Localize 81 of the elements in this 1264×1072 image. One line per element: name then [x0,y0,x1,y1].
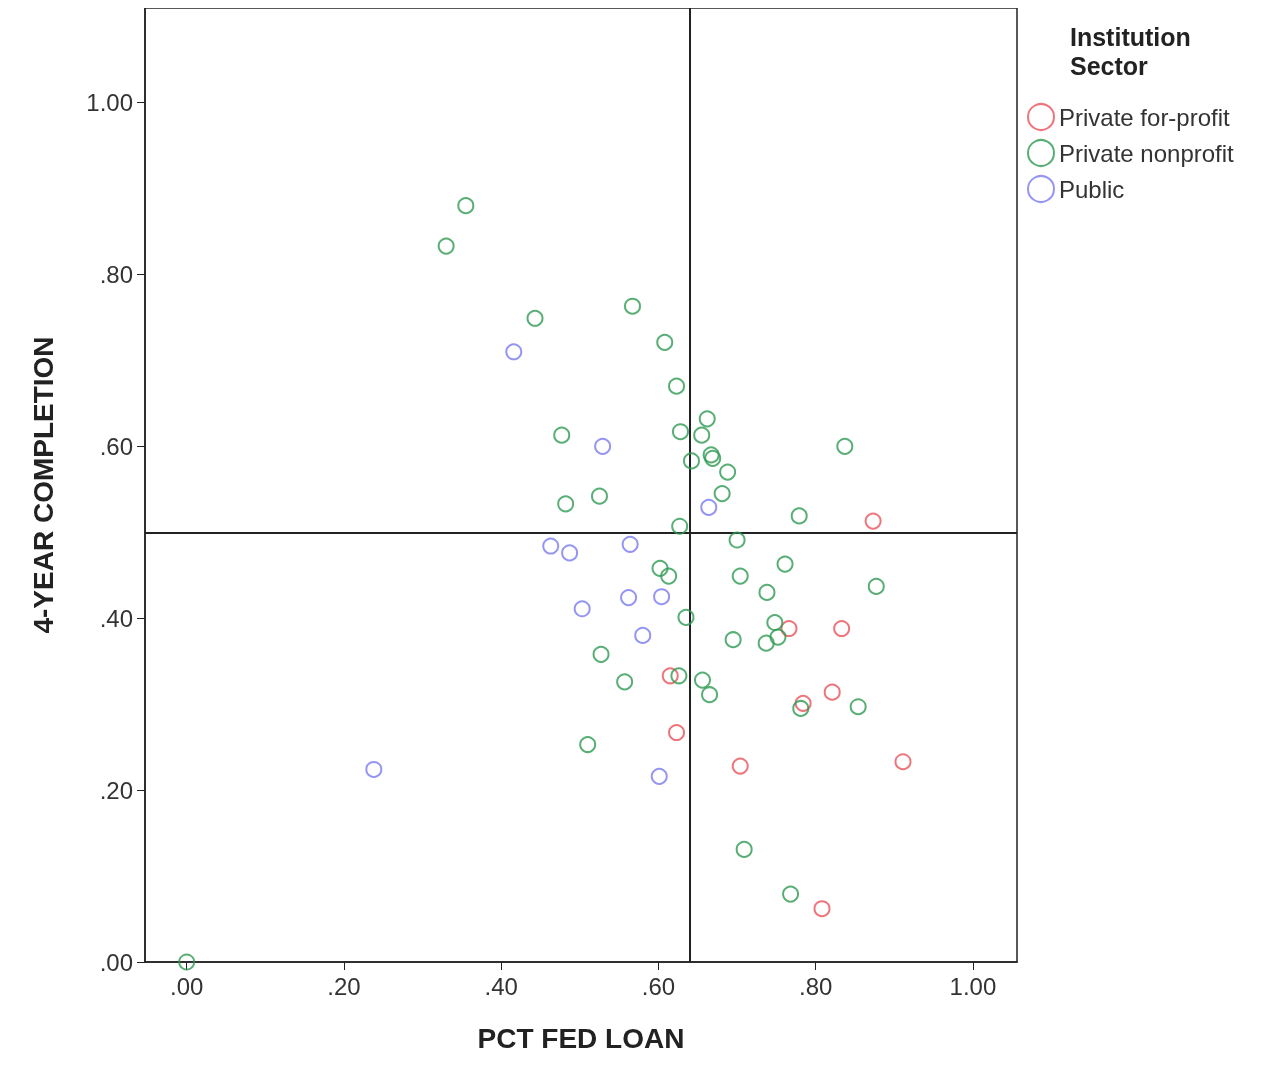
point [758,583,776,601]
point [849,698,867,716]
point [668,724,686,742]
point [661,667,679,685]
point [713,485,731,503]
y-tick-label: .20 [99,776,133,804]
point [616,673,634,691]
point [836,437,854,455]
point [792,699,810,717]
point [719,463,737,481]
x-tick-label: .00 [169,972,204,1000]
point [505,343,523,361]
point [731,757,749,775]
point [790,507,808,525]
point [671,517,689,535]
x-tick-label: .80 [799,972,833,1000]
point [700,498,718,516]
y-tick-label: .80 [99,260,133,288]
point [553,426,571,444]
point [794,694,812,712]
point [620,589,638,607]
point [656,333,674,351]
point [782,885,800,903]
x-tick-label: .20 [327,972,361,1000]
point [833,620,851,638]
point [668,377,686,395]
point [651,559,669,577]
point [701,686,719,704]
point [766,614,784,632]
y-tick-label: .00 [99,948,133,976]
legend-label: Public [1059,175,1125,203]
y-tick-label: .60 [99,432,133,460]
y-tick-label: 1.00 [86,89,133,117]
point [590,487,608,505]
point [894,753,912,771]
point [178,953,196,971]
point [592,645,610,663]
point [650,767,668,785]
point [542,537,560,555]
point [694,671,711,689]
point [731,567,749,585]
point [780,620,798,638]
legend-label: Private nonprofit [1059,139,1235,167]
point [724,631,742,649]
point [693,426,711,444]
point [671,423,689,441]
point [757,634,775,652]
point [573,600,591,618]
point [682,452,700,470]
point [867,577,885,595]
y-axis-title: 4-YEAR COMPLETION [27,336,59,634]
point [526,309,544,327]
point [864,512,882,530]
x-tick-label: 1.00 [949,972,997,1000]
point [660,567,678,585]
point [621,535,639,553]
x-axis-title: PCT FED LOAN [477,1022,685,1054]
point [735,840,753,858]
point [624,297,641,315]
point [823,683,841,701]
point [457,197,475,215]
point [776,555,794,573]
legend-label: Private for-profit [1059,103,1231,131]
x-tick-label: .40 [484,972,518,1000]
point [561,544,579,562]
point [594,437,612,455]
legend-title: Institution Sector [1070,22,1191,80]
point [557,495,575,513]
point [728,531,746,549]
point [437,237,455,255]
point [769,628,787,646]
point [698,410,716,428]
point [365,760,383,778]
point [813,900,831,918]
y-tick-label: .40 [99,604,133,632]
point [653,588,671,606]
point [677,608,695,626]
point [670,667,688,685]
point [634,626,652,644]
x-tick-label: .60 [641,972,676,1000]
point [579,736,597,754]
